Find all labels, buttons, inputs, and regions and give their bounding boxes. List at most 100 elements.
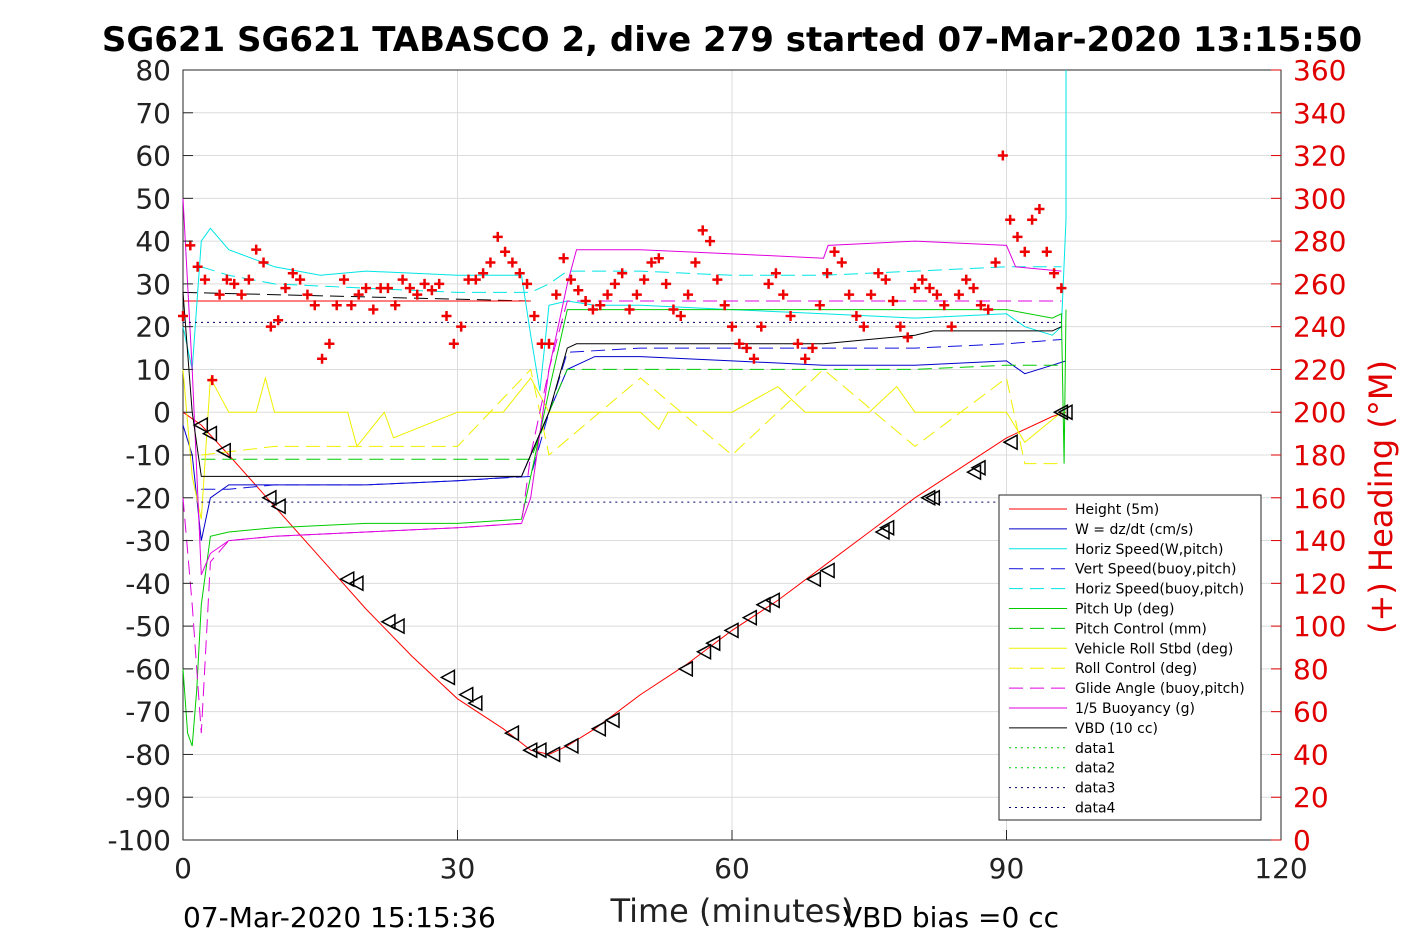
y-tick-label: -10 — [125, 439, 171, 472]
heading-point — [390, 300, 401, 311]
heading-point — [741, 343, 752, 354]
depth-marker — [380, 613, 396, 631]
heading-point — [544, 338, 554, 349]
heading-point — [441, 310, 452, 321]
heading-point — [646, 257, 657, 268]
depth-marker — [348, 575, 364, 592]
heading-point — [558, 253, 569, 264]
heading-point — [770, 268, 781, 279]
right-tick-label: 60 — [1293, 696, 1329, 729]
heading-point — [836, 257, 847, 268]
depth-marker — [764, 592, 780, 609]
heading-point — [287, 268, 298, 279]
depth-marker — [604, 711, 620, 729]
y-tick-label: -50 — [125, 610, 171, 643]
heading-point — [617, 268, 628, 279]
heading-point — [924, 283, 935, 294]
heading-point — [492, 231, 503, 242]
heading-point — [902, 332, 913, 343]
heading-point — [895, 321, 906, 332]
heading-point — [1019, 246, 1030, 257]
heading-point — [514, 268, 525, 279]
heading-point — [470, 274, 481, 285]
right-tick-label: 320 — [1293, 140, 1346, 173]
y-tick-label: -100 — [107, 824, 171, 857]
right-tick-label: 0 — [1293, 824, 1311, 857]
heading-point — [727, 321, 737, 332]
legend-entry: data1 — [1075, 741, 1115, 757]
heading-point — [573, 285, 584, 296]
heading-point — [426, 285, 437, 296]
depth-marker — [970, 459, 986, 477]
heading-series — [178, 150, 1067, 386]
heading-point — [551, 289, 562, 300]
right-tick-label: 280 — [1293, 225, 1346, 258]
heading-point — [207, 375, 218, 386]
heading-point — [814, 300, 825, 311]
heading-point — [178, 310, 188, 321]
heading-point — [778, 289, 789, 300]
heading-point — [587, 304, 598, 315]
heading-point — [697, 225, 708, 236]
heading-point — [917, 274, 928, 285]
heading-point — [888, 296, 899, 306]
heading-point — [1041, 246, 1052, 257]
depth-marker — [1052, 403, 1069, 421]
x-tick-label: 30 — [440, 852, 476, 885]
heading-point — [639, 274, 650, 285]
heading-point — [368, 304, 379, 315]
depth-marker — [201, 425, 218, 442]
legend-entry: VBD (10 cc) — [1075, 721, 1158, 737]
y-tick-label: -40 — [125, 567, 171, 600]
heading-point — [719, 300, 730, 311]
y-tick-label: 80 — [135, 54, 171, 87]
heading-point — [763, 278, 774, 289]
heading-point — [1027, 214, 1038, 225]
depth-marker — [270, 498, 286, 515]
right-tick-label: 180 — [1293, 439, 1346, 472]
heading-point — [280, 283, 291, 294]
heading-point — [1056, 283, 1067, 294]
heading-point — [221, 274, 232, 285]
depth-marker — [705, 634, 721, 652]
chart-title: SG621 SG621 TABASCO 2, dive 279 started … — [102, 20, 1362, 60]
depth-marker — [695, 643, 712, 661]
right-tick-label: 360 — [1293, 54, 1346, 87]
heading-point — [236, 289, 247, 300]
y-tick-label: 50 — [135, 182, 171, 215]
series-line-6 — [201, 364, 1062, 460]
y-tick-label: 40 — [135, 225, 171, 258]
heading-point — [265, 321, 276, 332]
right-tick-label: 40 — [1293, 738, 1329, 771]
depth-marker — [389, 617, 405, 635]
depth-marker — [677, 660, 694, 678]
legend-entry: W = dz/dt (cm/s) — [1075, 522, 1194, 538]
heading-point — [324, 338, 335, 349]
legend-entry: Vert Speed(buoy,pitch) — [1075, 562, 1237, 578]
series-line-8 — [201, 368, 1062, 465]
depth-marker — [215, 442, 231, 459]
footer-vbd-bias: VBD bias =0 cc — [843, 901, 1059, 934]
depth-marker — [819, 562, 835, 579]
y-tick-label: 70 — [135, 97, 171, 130]
y-tick-label: 0 — [153, 396, 171, 429]
depth-marker — [879, 519, 895, 536]
heading-point — [243, 274, 254, 285]
depth-marker — [805, 570, 822, 588]
right-axis-label: (+) Heading (°M) — [1362, 360, 1400, 634]
depth-marker — [920, 489, 936, 507]
heading-point — [580, 296, 591, 306]
heading-point — [822, 268, 833, 279]
depth-marker — [590, 720, 607, 738]
heading-point — [295, 274, 306, 285]
heading-point — [302, 289, 313, 300]
heading-point — [419, 278, 430, 289]
heading-point — [595, 300, 606, 311]
y-tick-label: -20 — [125, 482, 171, 515]
heading-point — [961, 274, 972, 285]
heading-point — [851, 310, 862, 321]
right-tick-label: 200 — [1293, 396, 1346, 429]
heading-point — [478, 268, 489, 279]
series-line-11 — [182, 292, 1062, 477]
heading-point — [317, 353, 328, 364]
